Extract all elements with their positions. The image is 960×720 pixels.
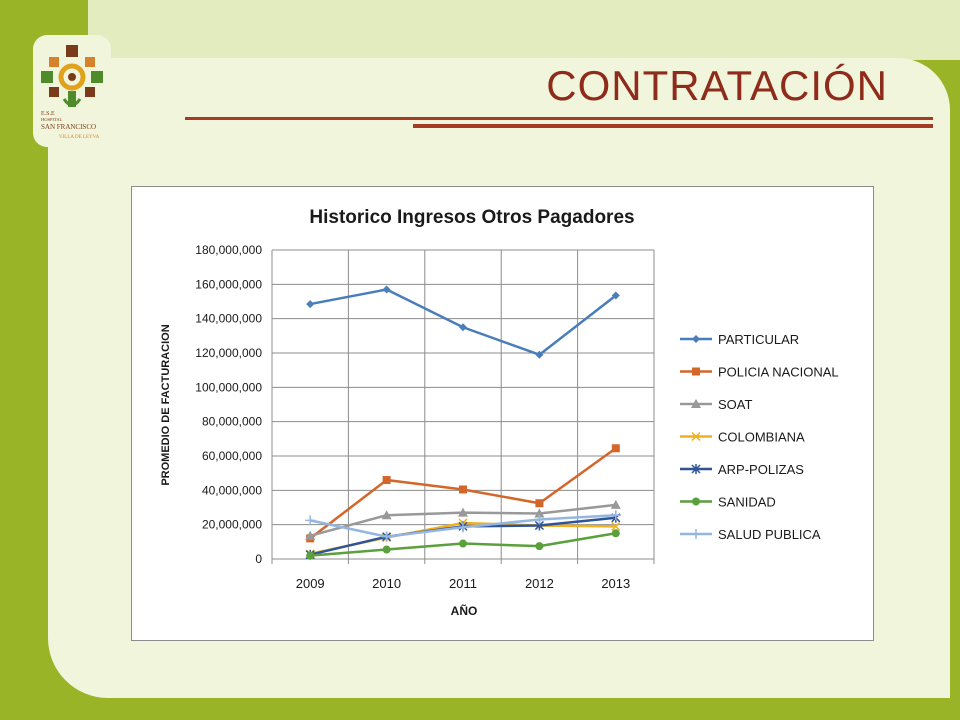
x-tick-label: 2009 <box>296 576 325 591</box>
data-point <box>306 551 315 560</box>
title-underline-top <box>185 117 933 120</box>
data-point <box>459 485 467 494</box>
hospital-logo: E.S.E HOSPITAL SAN FRANCISCO VILLA DE LE… <box>33 35 111 147</box>
y-axis-label: PROMEDIO DE FACTURACION <box>160 324 172 485</box>
y-tick-label: 180,000,000 <box>195 243 262 257</box>
data-point <box>381 510 392 520</box>
legend-label: ARP-POLIZAS <box>718 462 804 477</box>
y-tick-label: 80,000,000 <box>202 415 262 429</box>
data-point <box>305 530 316 540</box>
y-tick-label: 20,000,000 <box>202 518 262 532</box>
chart-container: Historico Ingresos Otros Pagadores PROME… <box>131 186 874 641</box>
data-point <box>611 529 620 538</box>
data-point <box>458 522 468 533</box>
data-point <box>611 444 620 453</box>
x-axis-label: AÑO <box>451 603 478 618</box>
y-tick-label: 40,000,000 <box>202 483 262 497</box>
data-point <box>535 499 544 508</box>
legend-marker <box>691 431 701 442</box>
x-tick-label: 2010 <box>372 576 401 591</box>
logo-text-hospital: HOSPITAL <box>41 117 63 122</box>
data-point <box>535 542 544 551</box>
x-tick-label: 2011 <box>449 576 477 591</box>
series-line <box>309 288 617 356</box>
legend-marker <box>691 464 701 474</box>
logo-text-town: VILLA DE LEYVA <box>59 135 100 140</box>
y-tick-label: 140,000,000 <box>195 312 262 326</box>
data-point <box>382 285 391 294</box>
legend-marker <box>692 497 700 506</box>
legend-label: COLOMBIANA <box>718 430 805 445</box>
data-point <box>610 499 621 509</box>
logo-text-ese: E.S.E <box>41 111 55 117</box>
y-tick-label: 120,000,000 <box>195 346 262 360</box>
slide-title: CONTRATACIÓN <box>546 62 888 109</box>
legend-marker <box>691 399 701 408</box>
data-point <box>535 350 544 359</box>
data-point <box>306 300 315 309</box>
y-tick-label: 160,000,000 <box>195 277 262 291</box>
data-point <box>458 507 468 517</box>
chart-title: Historico Ingresos Otros Pagadores <box>309 207 634 228</box>
legend-label: SANIDAD <box>718 495 776 510</box>
data-point <box>610 510 621 521</box>
data-point <box>382 476 391 485</box>
legend-marker <box>691 529 701 539</box>
line-chart: Historico Ingresos Otros Pagadores PROME… <box>160 207 839 618</box>
top-band <box>88 0 960 60</box>
data-point <box>381 531 392 542</box>
legend-marker <box>692 335 700 343</box>
legend-label: SOAT <box>718 397 752 412</box>
y-tick-label: 100,000,000 <box>195 380 262 394</box>
x-tick-label: 2012 <box>525 576 554 591</box>
title-underline-bottom <box>413 124 933 128</box>
logo-text-name: SAN FRANCISCO <box>41 123 96 131</box>
data-point <box>534 514 545 525</box>
legend-label: SALUD PUBLICA <box>718 527 821 542</box>
x-tick-label: 2013 <box>601 576 630 591</box>
data-point <box>611 291 620 300</box>
data-point <box>611 521 621 531</box>
data-point <box>534 508 545 518</box>
data-point <box>459 323 467 332</box>
logo-emblem-icon <box>41 45 103 107</box>
data-point <box>382 545 391 554</box>
data-point <box>305 515 316 526</box>
y-tick-label: 0 <box>255 552 262 566</box>
legend-label: POLICIA NACIONAL <box>718 365 839 380</box>
legend-marker <box>692 367 700 376</box>
legend-label: PARTICULAR <box>718 332 799 347</box>
data-point <box>459 539 467 548</box>
y-tick-label: 60,000,000 <box>202 449 262 463</box>
